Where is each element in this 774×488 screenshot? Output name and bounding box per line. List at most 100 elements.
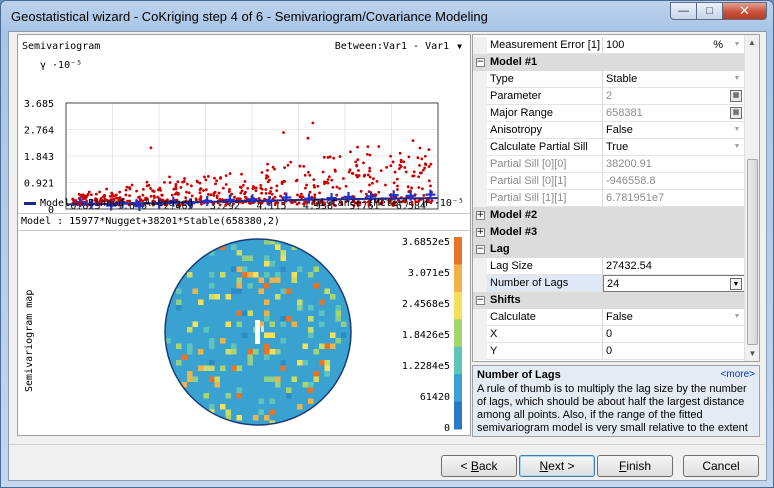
binned-point: [356, 201, 359, 205]
category-model1[interactable]: − Model #1: [473, 54, 745, 71]
between-dropdown[interactable]: Between:Var1 - Var1 ▼: [335, 41, 462, 52]
prop-value[interactable]: 100 % ▼: [603, 37, 745, 54]
map-cell: [236, 250, 242, 256]
prop-row-measurement-error[interactable]: Measurement Error [1] 100 % ▼: [473, 37, 745, 54]
binned-point: [257, 197, 261, 200]
binned-point: [110, 194, 114, 198]
model-legend-swatch: [24, 201, 36, 205]
semivariogram-chart[interactable]: γ ·10⁻⁵ 3.685 2.764 1.843 0.921 0 0.823 1.646…: [18, 55, 470, 213]
cancel-button[interactable]: Cancel: [683, 455, 759, 477]
binned-point: [264, 191, 268, 195]
prop-row-number-of-lags[interactable]: Number of Lags 24 ▼: [473, 275, 745, 292]
description-text: A rule of thumb is to multiply the lag s…: [477, 383, 748, 436]
category-lag[interactable]: − Lag: [473, 241, 745, 258]
prop-row-partial-sill-11[interactable]: Partial Sill [1][1] 6.781951e7: [473, 190, 745, 207]
binned-point: [228, 188, 231, 191]
prop-value[interactable]: 6.781951e7: [603, 190, 745, 207]
binned-point: [391, 160, 395, 164]
binned-point: [416, 156, 420, 160]
prop-value[interactable]: 27432.54: [603, 258, 745, 275]
calculator-icon[interactable]: ▦: [730, 107, 742, 119]
back-button[interactable]: < Back: [441, 455, 517, 477]
binned-point: [228, 172, 232, 175]
prop-row-x[interactable]: X 0: [473, 326, 745, 343]
averaged-point: [264, 195, 275, 206]
map-cell: [319, 321, 325, 327]
binned-point: [126, 199, 129, 203]
maximize-button[interactable]: □: [696, 2, 723, 20]
chevron-down-icon[interactable]: ▼: [733, 75, 741, 82]
prop-row-anisotropy[interactable]: Anisotropy False ▼: [473, 122, 745, 139]
number-of-lags-input[interactable]: 24 ▼: [603, 275, 745, 292]
scroll-thumb[interactable]: [747, 159, 758, 345]
minimize-button[interactable]: —: [670, 2, 697, 20]
prop-name: Y: [487, 343, 603, 360]
prop-value[interactable]: True ▼: [603, 139, 745, 156]
prop-value[interactable]: 2 ▦: [603, 88, 745, 105]
prop-value[interactable]: 658381 ▦: [603, 105, 745, 122]
collapse-icon[interactable]: −: [475, 57, 485, 67]
colorbar-label: 3.071e5: [408, 268, 450, 279]
binned-point: [189, 184, 193, 188]
chevron-down-icon[interactable]: ▼: [733, 41, 741, 48]
binned-point: [168, 181, 172, 184]
prop-row-y[interactable]: Y 0: [473, 343, 745, 360]
map-cell: [308, 272, 314, 278]
semivariogram-map[interactable]: 3.6852e5 3.071e5 2.4568e5 1.8426e5 1.2284e5 6…: [18, 232, 470, 435]
colorbar-segment: [454, 291, 462, 320]
prop-value[interactable]: 0: [603, 343, 745, 360]
binned-point: [291, 200, 295, 204]
category-shifts[interactable]: − Shifts: [473, 292, 745, 309]
finish-button[interactable]: Finish: [597, 455, 673, 477]
close-button[interactable]: ✕: [722, 2, 767, 20]
chevron-down-icon[interactable]: ▼: [730, 278, 742, 290]
binned-point: [259, 184, 263, 187]
model-formula: Model : 15977*Nugget+38201*Stable(658380…: [18, 213, 470, 231]
category-model2[interactable]: + Model #2: [473, 207, 745, 224]
scroll-down-icon[interactable]: ▼: [748, 349, 757, 358]
prop-row-parameter[interactable]: Parameter 2 ▦: [473, 88, 745, 105]
property-grid-scrollbar[interactable]: ▲ ▼: [744, 35, 759, 361]
prop-value[interactable]: -946558.8: [603, 173, 745, 190]
binned-point: [209, 193, 213, 197]
colorbar: [454, 237, 462, 430]
prop-row-type[interactable]: Type Stable ▼: [473, 71, 745, 88]
binned-point: [161, 198, 165, 202]
chevron-down-icon[interactable]: ▼: [733, 126, 741, 133]
map-cell: [269, 376, 275, 382]
scroll-up-icon[interactable]: ▲: [748, 38, 756, 47]
plot-frame: [65, 102, 439, 210]
prop-row-major-range[interactable]: Major Range 658381 ▦: [473, 105, 745, 122]
calculator-icon[interactable]: ▦: [730, 90, 742, 102]
collapse-icon[interactable]: −: [475, 295, 485, 305]
chevron-down-icon[interactable]: ▼: [733, 143, 741, 150]
binned-point: [392, 181, 396, 185]
prop-row-partial-sill-00[interactable]: Partial Sill [0][0] 38200.91: [473, 156, 745, 173]
expand-icon[interactable]: +: [475, 210, 485, 220]
prop-value[interactable]: Stable ▼: [603, 71, 745, 88]
prop-row-calculate[interactable]: Calculate False ▼: [473, 309, 745, 326]
prop-value[interactable]: False ▼: [603, 122, 745, 139]
expand-icon[interactable]: +: [475, 227, 485, 237]
binned-point: [358, 201, 362, 205]
collapse-icon[interactable]: −: [475, 244, 485, 254]
prop-value[interactable]: False ▼: [603, 309, 745, 326]
chevron-down-icon[interactable]: ▼: [733, 313, 741, 320]
window-controls: — □ ✕: [670, 2, 767, 20]
binned-point: [264, 188, 268, 191]
prop-row-calc-partial-sill[interactable]: Calculate Partial Sill True ▼: [473, 139, 745, 156]
prop-value[interactable]: 38200.91: [603, 156, 745, 173]
binned-point: [427, 148, 431, 151]
more-link[interactable]: <more>: [720, 369, 755, 380]
next-button[interactable]: Next >: [519, 455, 595, 477]
map-cell: [264, 354, 270, 360]
binned-point: [356, 145, 359, 149]
map-cell: [214, 382, 220, 388]
prop-row-lag-size[interactable]: Lag Size 27432.54: [473, 258, 745, 275]
prop-value[interactable]: 0: [603, 326, 745, 343]
category-model3[interactable]: + Model #3: [473, 224, 745, 241]
binned-point: [224, 174, 228, 178]
y-tick-label: 0.921: [24, 179, 54, 190]
prop-row-partial-sill-01[interactable]: Partial Sill [0][1] -946558.8: [473, 173, 745, 190]
binned-point: [260, 171, 264, 174]
